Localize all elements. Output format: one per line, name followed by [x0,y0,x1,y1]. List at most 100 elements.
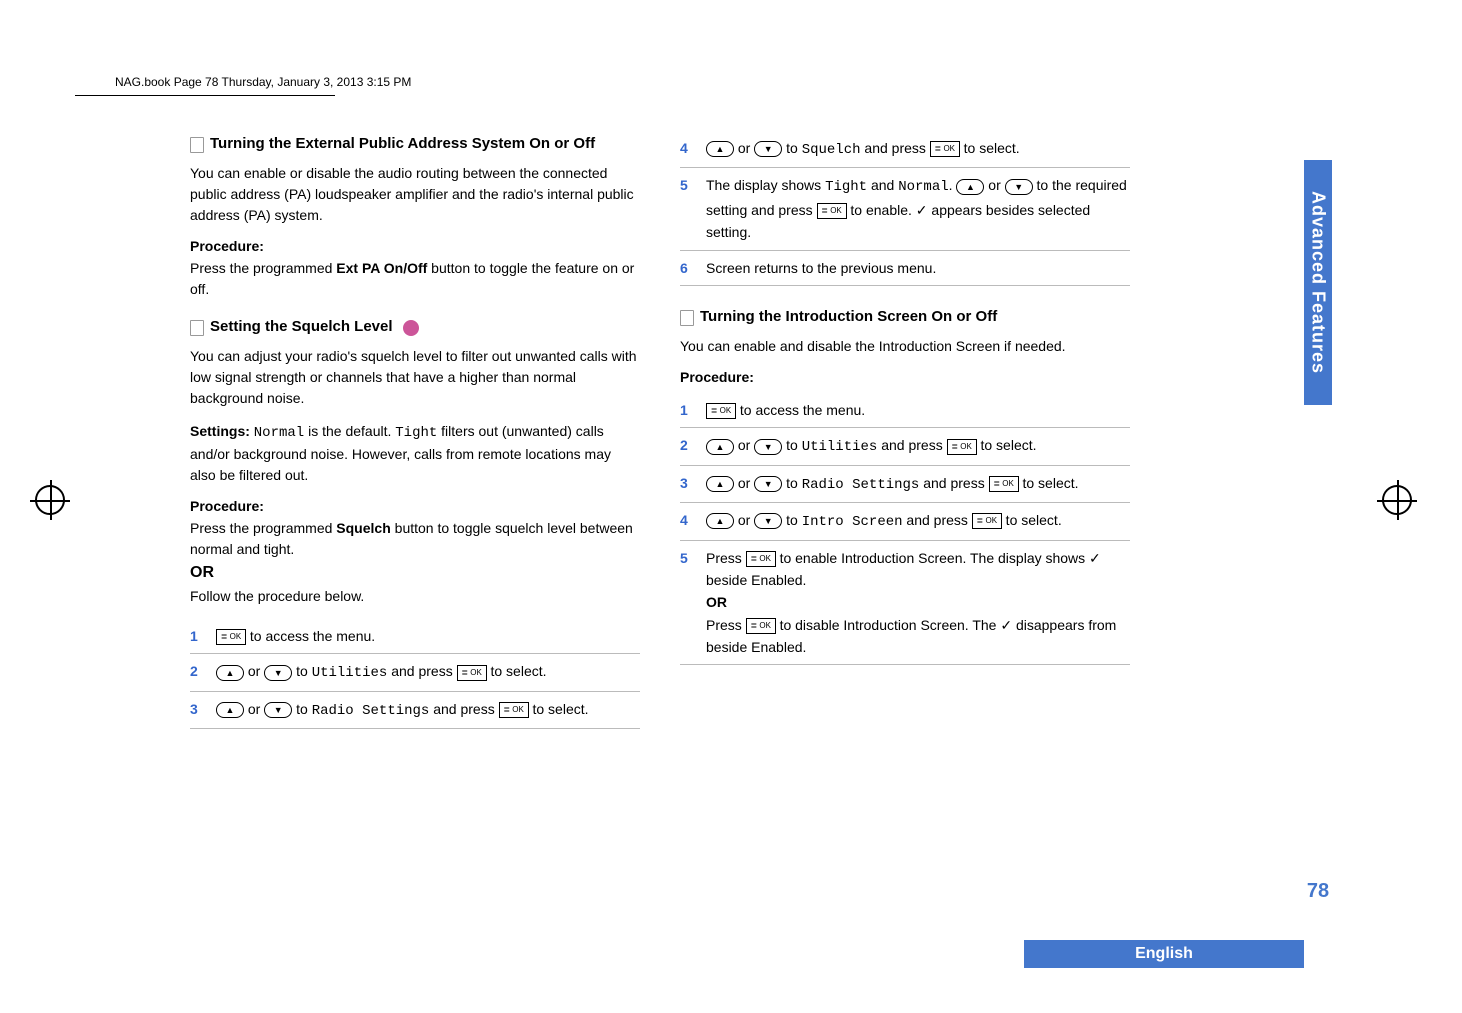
header-text: NAG.book Page 78 Thursday, January 3, 20… [115,75,411,89]
section3-heading: Turning the Introduction Screen On or Of… [680,308,1130,326]
or-label: OR [190,564,640,582]
mono-text: Radio Settings [312,703,430,719]
up-button-icon: ▲ [216,665,244,681]
ok-button-icon: ≣ OK [972,513,1002,529]
settings-mid: is the default. [304,423,395,439]
ok-button-icon: ≣ OK [989,476,1019,492]
section3-steps: 1≣ OK to access the menu.2▲ or ▼ to Util… [680,393,1130,666]
ok-button-icon: ≣ OK [947,439,977,455]
section2-settings: Settings: Normal is the default. Tight f… [190,421,640,486]
down-button-icon: ▼ [754,439,782,455]
doc-icon [190,320,204,336]
mono-text: Intro Screen [802,514,903,530]
step-body: ▲ or ▼ to Radio Settings and press ≣ OK … [706,472,1079,496]
step-number: 5 [680,547,694,569]
up-button-icon: ▲ [706,439,734,455]
up-button-icon: ▲ [706,476,734,492]
page-number: 78 [1304,880,1332,903]
mono-text: Radio Settings [802,477,920,493]
step-number: 6 [680,257,694,279]
step-row: 2 ▲ or ▼ to Utilities and press ≣ OK to s… [190,654,640,691]
step-number: 1 [190,625,204,647]
step-body: Press ≣ OK to enable Introduction Screen… [706,547,1130,659]
step-number: 3 [680,472,694,494]
step-number: 4 [680,509,694,531]
section1-body: You can enable or disable the audio rout… [190,163,640,226]
ok-button-icon: ≣ OK [746,551,776,567]
settings-mono2: Tight [395,425,437,441]
step-body: ▲ or ▼ to Radio Settings and press ≣ OK … [216,698,589,722]
step-row: 6 Screen returns to the previous menu. [680,251,1130,286]
mono-text: Utilities [312,665,388,681]
down-button-icon: ▼ [264,702,292,718]
step-row: 5 Press ≣ OK to enable Introduction Scree… [680,541,1130,666]
step-number: 4 [680,137,694,159]
step-number: 1 [680,399,694,421]
section1-procedure-text: Press the programmed Ext PA On/Off butto… [190,258,640,300]
ok-button-icon: ≣ OK [930,141,960,157]
section1-heading: Turning the External Public Address Syst… [190,135,640,153]
settings-mono1: Normal [254,425,304,441]
down-button-icon: ▼ [264,665,292,681]
step-row: 1 ≣ OK to access the menu. [190,619,640,654]
ok-button-icon: ≣ OK [746,618,776,634]
proc2-t1: Press the programmed [190,520,336,536]
step-row: 4 ▲ or ▼ to Squelch and press ≣ OK to sel… [680,131,1130,168]
step-number: 2 [190,660,204,682]
up-button-icon: ▲ [216,702,244,718]
ok-button-icon: ≣ OK [817,203,847,219]
ok-button-icon: ≣ OK [216,629,246,645]
proc1-t1: Press the programmed [190,260,336,276]
bold-text: OR [706,594,727,610]
step-body: ▲ or ▼ to Squelch and press ≣ OK to sele… [706,137,1020,161]
header-divider [75,95,335,96]
step-body: ▲ or ▼ to Intro Screen and press ≣ OK to… [706,509,1062,533]
side-tab: Advanced Features [1304,160,1332,405]
step-row: 3 ▲ or ▼ to Radio Settings and press ≣ OK… [680,466,1130,503]
step-body: Screen returns to the previous menu. [706,257,936,279]
doc-icon [680,310,694,326]
section3-body: You can enable and disable the Introduct… [680,336,1130,357]
ok-button-icon: ≣ OK [706,403,736,419]
section2-procedure-label: Procedure: [190,498,640,514]
step-row: 4 ▲ or ▼ to Intro Screen and press ≣ OK t… [680,503,1130,540]
step-body: ≣ OK to access the menu. [216,625,375,647]
up-button-icon: ▲ [706,141,734,157]
step-body: The display shows Tight and Normal. ▲ or… [706,174,1130,243]
mono-text: Tight [825,179,867,195]
section2-body: You can adjust your radio's squelch leve… [190,346,640,409]
proc1-bold: Ext PA On/Off [336,260,427,276]
left-column: Turning the External Public Address Syst… [190,135,640,729]
doc-icon [190,137,204,153]
section2-steps: 1 ≣ OK to access the menu. 2 ▲ or ▼ to Util… [190,619,640,729]
right-top-steps: 4 ▲ or ▼ to Squelch and press ≣ OK to sel… [680,131,1130,286]
registration-mark-right [1382,485,1412,515]
right-column: 4 ▲ or ▼ to Squelch and press ≣ OK to sel… [680,135,1130,729]
step-row: 5The display shows Tight and Normal. ▲ o… [680,168,1130,250]
registration-mark-left [35,485,65,515]
down-button-icon: ▼ [754,513,782,529]
step-row: 3▲ or ▼ to Radio Settings and press ≣ OK… [190,692,640,729]
step-number: 2 [680,434,694,456]
proc2-bold: Squelch [336,520,390,536]
section2-title: Setting the Squelch Level [210,318,393,335]
footer-language: English [1024,940,1304,968]
main-content: Turning the External Public Address Syst… [190,135,1130,729]
follow-text: Follow the procedure below. [190,586,640,607]
up-button-icon: ▲ [706,513,734,529]
section1-title: Turning the External Public Address Syst… [210,135,595,152]
step-body: ▲ or ▼ to Utilities and press ≣ OK to se… [216,660,547,684]
up-button-icon: ▲ [956,179,984,195]
step-body: ≣ OK to access the menu. [706,399,865,421]
mono-text: Squelch [802,142,861,158]
step-row: 1 ≣ OK to access the menu. [680,393,1130,428]
section1-procedure-label: Procedure: [190,238,640,254]
down-button-icon: ▼ [754,141,782,157]
section2-heading: Setting the Squelch Level [190,318,640,336]
circle-icon [403,320,419,336]
section3-procedure-label: Procedure: [680,369,1130,385]
step-row: 2▲ or ▼ to Utilities and press ≣ OK to s… [680,428,1130,465]
ok-button-icon: ≣ OK [457,665,487,681]
mono-text: Normal [898,179,948,195]
ok-button-icon: ≣ OK [499,702,529,718]
